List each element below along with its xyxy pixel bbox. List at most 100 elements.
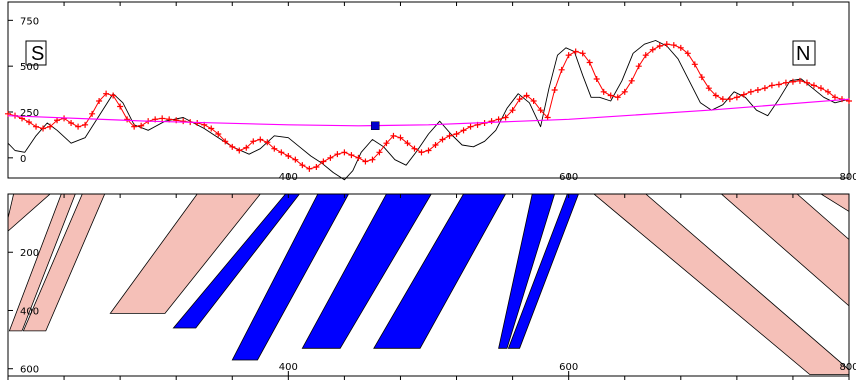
cross-marker — [614, 94, 621, 101]
cross-marker — [341, 149, 348, 156]
cross-marker — [411, 145, 418, 152]
cross-marker — [264, 139, 271, 146]
cross-marker — [544, 114, 551, 121]
cross-marker — [712, 92, 719, 99]
cross-marker — [271, 145, 278, 152]
pink-band — [8, 194, 76, 332]
blue-band — [498, 194, 556, 349]
cross-marker — [691, 61, 698, 68]
cross-marker — [775, 81, 782, 88]
cross-marker — [642, 52, 649, 59]
cross-marker — [768, 82, 775, 89]
cross-marker — [334, 151, 341, 158]
cross-marker — [47, 123, 54, 130]
cross-marker — [306, 165, 313, 172]
cross-marker — [719, 96, 726, 103]
cross-marker — [299, 162, 306, 169]
cross-marker — [313, 164, 320, 170]
cross-marker — [75, 123, 82, 130]
cross-marker — [131, 123, 138, 130]
cross-marker — [278, 149, 285, 156]
cross-marker — [124, 116, 131, 123]
pink-band — [109, 194, 261, 314]
cross-marker — [425, 147, 432, 154]
cross-marker — [285, 153, 292, 159]
cross-marker — [824, 88, 831, 95]
cross-marker — [551, 87, 558, 93]
cross-marker — [467, 123, 474, 130]
x-tick-label: 800 — [839, 172, 856, 183]
cross-marker — [579, 50, 586, 57]
y-tick-label: 400 — [20, 306, 39, 317]
cross-marker — [439, 136, 446, 143]
direction-label-right: N — [796, 43, 810, 65]
cross-marker — [215, 131, 222, 137]
cross-marker — [250, 138, 257, 145]
cross-marker — [327, 154, 334, 161]
cross-marker — [376, 149, 383, 156]
cross-marker — [208, 125, 215, 132]
blue-band — [301, 194, 432, 349]
cross-marker — [747, 88, 754, 95]
cross-marker — [803, 79, 810, 86]
cross-marker — [705, 85, 712, 92]
cross-marker — [222, 138, 229, 145]
cross-marker — [677, 44, 684, 51]
cross-marker — [292, 156, 299, 163]
cross-marker — [82, 121, 89, 128]
cross-marker — [390, 132, 397, 139]
cross-marker — [404, 140, 411, 147]
cross-marker — [537, 107, 544, 114]
y-tick-label: 250 — [20, 108, 39, 119]
cross-marker — [460, 127, 467, 134]
cross-marker — [530, 98, 537, 104]
cross-marker — [698, 74, 705, 81]
cross-marker — [103, 90, 110, 97]
cross-marker — [229, 143, 236, 150]
cross-marker — [782, 79, 789, 86]
y-tick-label: 600 — [20, 365, 39, 376]
cross-marker — [40, 125, 47, 132]
direction-label-left: S — [31, 43, 44, 65]
cross-marker — [621, 88, 628, 95]
section-shapes — [8, 194, 849, 375]
pink-band — [820, 194, 849, 212]
cross-marker — [138, 122, 145, 129]
cross-marker — [96, 98, 103, 104]
cross-marker — [68, 120, 75, 126]
x-tick-label: 600 — [559, 362, 578, 373]
cross-marker — [600, 88, 607, 95]
cross-marker — [453, 131, 460, 137]
pink-band — [593, 194, 849, 375]
cross-marker — [117, 103, 124, 110]
blue-square-marker — [370, 121, 380, 130]
x-tick-label: 600 — [559, 172, 578, 183]
cross-marker — [684, 50, 691, 57]
cross-marker — [320, 158, 327, 165]
label-box-right — [792, 40, 816, 66]
cross-marker — [565, 52, 572, 59]
section-border — [7, 193, 850, 377]
cross-marker — [740, 91, 747, 98]
cross-marker — [89, 110, 96, 117]
cross-marker — [495, 116, 502, 123]
label-box-left — [25, 40, 47, 66]
cross-marker — [243, 144, 250, 151]
cross-marker — [362, 158, 369, 165]
cross-marker — [649, 46, 656, 53]
x-tick-label: 800 — [839, 362, 856, 373]
cross-marker — [846, 98, 852, 104]
cross-marker — [509, 107, 516, 114]
cross-marker — [635, 63, 642, 70]
cross-marker — [488, 118, 495, 125]
cross-marker — [54, 117, 61, 124]
cross-marker — [670, 42, 677, 49]
cross-marker — [383, 140, 390, 147]
cross-marker — [348, 152, 355, 159]
cross-marker — [656, 43, 663, 49]
cross-marker — [593, 76, 600, 82]
cross-marker — [628, 77, 635, 84]
cross-marker — [810, 82, 817, 89]
y-tick-label: 200 — [20, 248, 39, 259]
cross-marker — [446, 132, 453, 139]
